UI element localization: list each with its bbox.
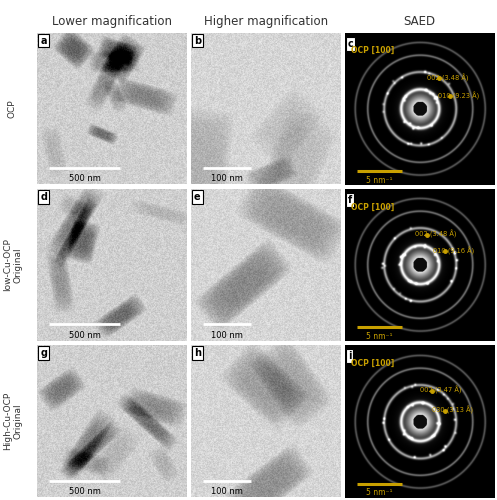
Text: 500 nm: 500 nm [69,487,100,496]
Text: 100 nm: 100 nm [211,330,243,340]
Text: Higher magnification: Higher magnification [204,16,328,28]
Text: 500 nm: 500 nm [69,174,100,183]
Text: SAED: SAED [404,16,436,28]
Text: f: f [348,195,352,205]
Text: 002 (3.47 Å): 002 (3.47 Å) [419,386,461,394]
Text: OCP [100]: OCP [100] [351,359,394,368]
Text: g: g [40,348,47,358]
Text: 030 (3.13 Å): 030 (3.13 Å) [431,406,473,414]
Text: low-Cu-OCP
Original: low-Cu-OCP Original [2,238,22,292]
Text: 5 nm⁻¹: 5 nm⁻¹ [366,488,393,498]
Text: 010 (9.23 Å): 010 (9.23 Å) [437,92,479,100]
Text: c: c [348,38,353,48]
Text: OCP: OCP [8,100,17,118]
Text: OCP [100]: OCP [100] [351,202,394,211]
Text: Lower magnification: Lower magnification [52,16,172,28]
Text: d: d [40,192,47,202]
Text: e: e [194,192,201,202]
Text: 002 (3.48 Å): 002 (3.48 Å) [415,230,457,238]
Text: h: h [194,348,201,358]
Text: OCP [100]: OCP [100] [351,46,394,55]
Text: High-Cu-OCP
Original: High-Cu-OCP Original [2,392,22,450]
Text: b: b [194,36,201,46]
Text: 100 nm: 100 nm [211,174,243,183]
Text: 5 nm⁻¹: 5 nm⁻¹ [366,176,393,184]
Text: 010 (9.16 Å): 010 (9.16 Å) [433,246,474,255]
Text: 500 nm: 500 nm [69,330,100,340]
Text: 100 nm: 100 nm [211,487,243,496]
Text: i: i [348,352,351,362]
Text: 5 nm⁻¹: 5 nm⁻¹ [366,332,393,341]
Text: a: a [40,36,47,46]
Text: 002 (3.48 Å): 002 (3.48 Å) [427,74,469,82]
